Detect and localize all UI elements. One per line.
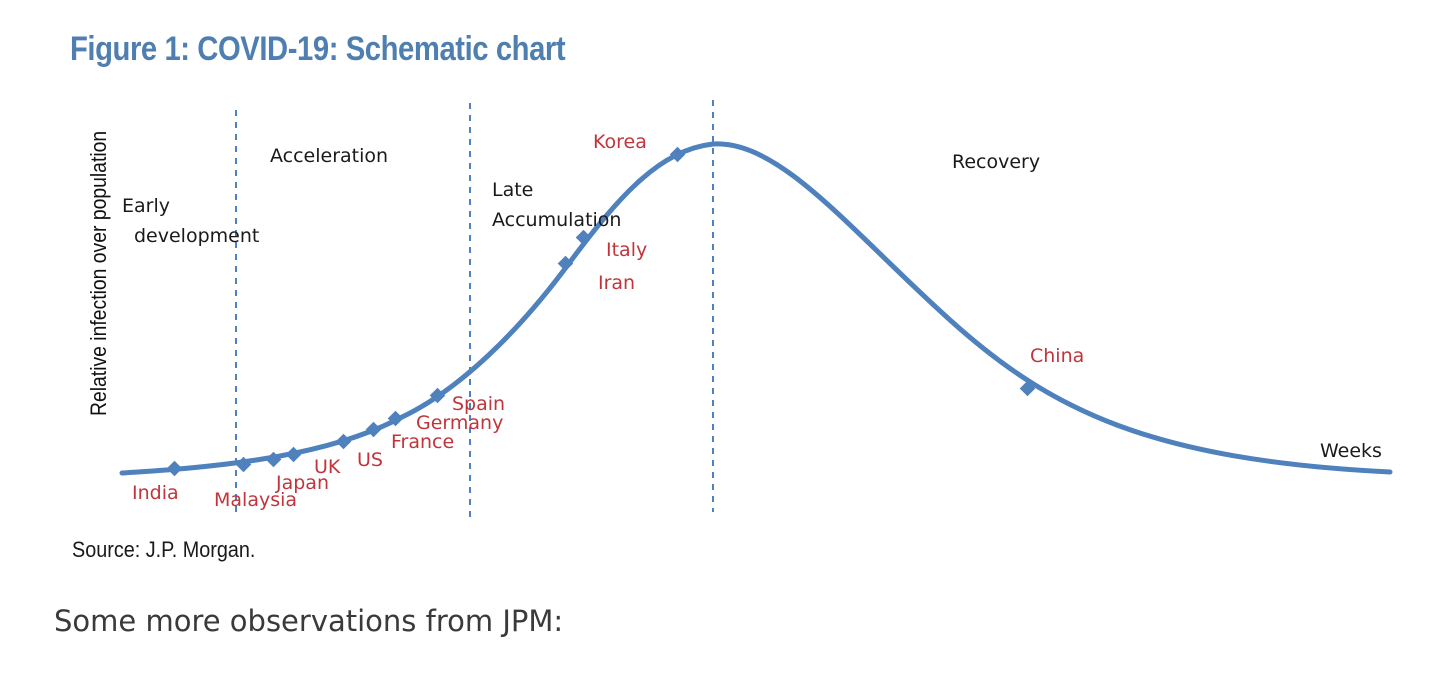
country-label-spain: Spain <box>452 393 505 415</box>
marker-us <box>335 433 352 450</box>
country-label-uk: UK <box>314 456 341 478</box>
phase-label-late-line1: Late <box>492 179 533 201</box>
marker-uk <box>285 446 302 463</box>
country-label-us: US <box>357 449 383 471</box>
marker-korea <box>669 146 686 163</box>
marker-malaysia <box>235 456 252 473</box>
phase-label-late-line2: Accumulation <box>492 209 621 231</box>
phase-label-acceleration: Acceleration <box>270 145 388 167</box>
x-axis-label: Weeks <box>1320 440 1382 462</box>
country-label-india: India <box>132 482 179 504</box>
country-label-germany: Germany <box>416 412 503 434</box>
country-markers <box>166 146 1036 477</box>
marker-india <box>166 460 183 477</box>
country-label-malaysia: Malaysia <box>214 489 297 511</box>
phase-label-early-line1: Early <box>122 195 170 217</box>
y-axis-label: Relative infection over population <box>87 131 111 416</box>
country-label-korea: Korea <box>593 131 647 153</box>
country-label-china: China <box>1030 345 1084 367</box>
figure-title: Figure 1: COVID-19: Schematic chart <box>70 30 566 68</box>
country-label-japan: Japan <box>275 472 329 494</box>
phase-label-recovery: Recovery <box>952 151 1040 173</box>
country-label-france: France <box>391 431 454 453</box>
phase-label-early-line2: development <box>134 225 259 247</box>
country-label-iran: Iran <box>598 272 635 294</box>
epidemic-curve <box>119 141 1393 476</box>
figure-source: Source: J.P. Morgan. <box>72 537 256 562</box>
caption-text: Some more observations from JPM: <box>54 604 564 638</box>
schematic-chart: Relative infection over population Early… <box>87 100 1393 518</box>
country-label-italy: Italy <box>606 239 647 261</box>
marker-italy <box>575 229 592 246</box>
